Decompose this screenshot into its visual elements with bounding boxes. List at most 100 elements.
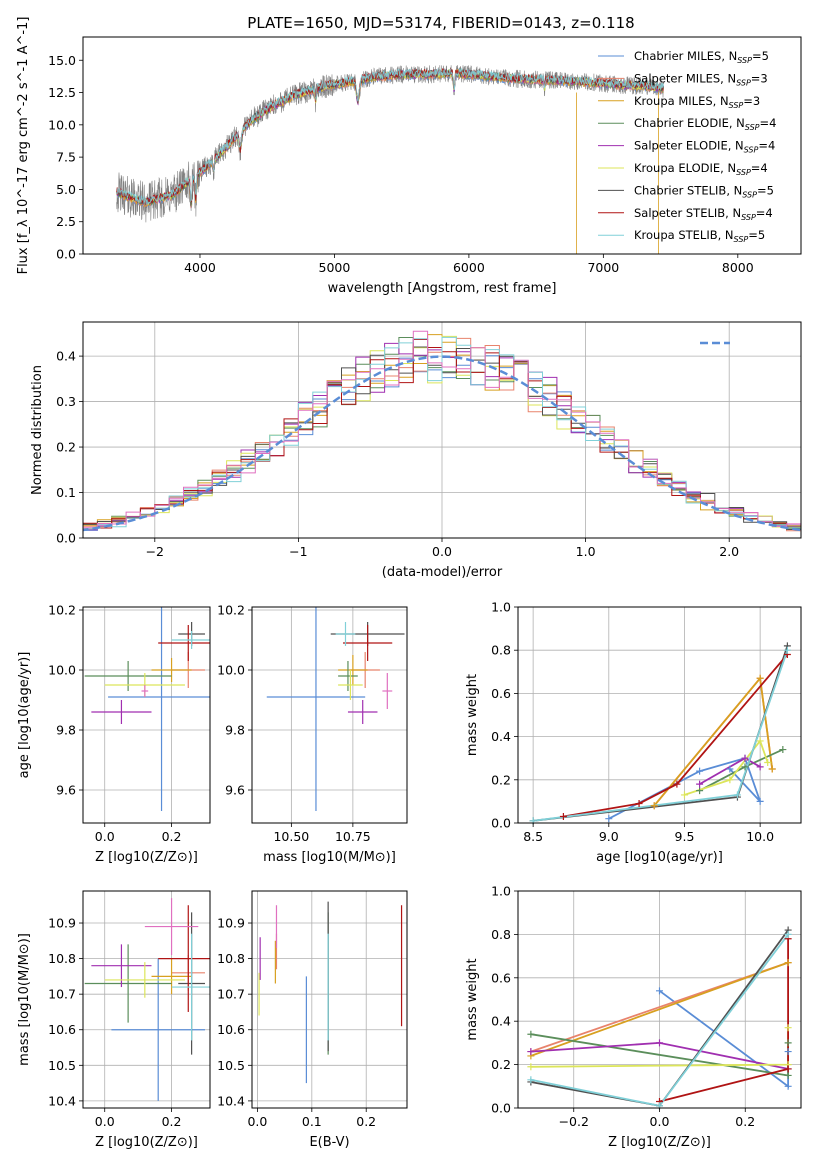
weight-marker [527, 1048, 535, 1056]
y-tick-label: 0.2 [491, 1057, 511, 1072]
weight-marker [696, 780, 704, 788]
y-tick-label: 0.1 [56, 485, 76, 500]
weight-marker [726, 765, 734, 773]
y-tick-label: 0.2 [491, 772, 511, 787]
y-tick-label: 0.8 [491, 927, 511, 942]
weight-marker [784, 930, 792, 938]
y-tick-label: 10.5 [217, 1058, 245, 1073]
plot-area [258, 901, 403, 1084]
plot-area [116, 65, 665, 254]
weight-marker [527, 1076, 535, 1084]
y-axis-label: mass [log10(M/M⊙)] [17, 933, 32, 1066]
y-tick-label: 10.5 [48, 1058, 76, 1073]
weight-marker [696, 767, 704, 775]
y-axis-label: Flux [f_λ 10^-17 erg cm^-2 s^-1 A^-1] [16, 17, 31, 275]
y-axis-label: mass weight [465, 674, 480, 756]
weight-marker [783, 646, 791, 654]
y-tick-label: 0.3 [56, 394, 76, 409]
weight-marker [768, 765, 776, 773]
legend-label: Kroupa ELODIE, NSSP=4 [634, 161, 768, 177]
x-tick-label: 10.50 [273, 829, 309, 844]
weight-marker [605, 815, 613, 823]
x-tick-label: 0.0 [247, 1114, 267, 1129]
y-tick-label: 10.7 [217, 987, 245, 1002]
axes-frame [251, 606, 408, 824]
model-spectrum-line [116, 67, 664, 206]
x-tick-label: 7000 [587, 260, 619, 275]
y-tick-label: 0.0 [56, 247, 76, 262]
y-tick-label: 10.0 [48, 663, 76, 678]
weight-marker [784, 1071, 792, 1079]
weight-marker [756, 737, 764, 745]
chart-panel-7: 0.0 0.1 0.2 10.4 10.5 10.6 10.7 10.8 10.9 E(B-V) [217, 890, 408, 1150]
x-tick-label: 0.2 [735, 1114, 755, 1129]
y-tick-label: 0.6 [491, 686, 511, 701]
weight-marker [656, 987, 663, 995]
chart-panel-8: −0.2 0.0 0.2 0.0 0.2 0.4 0.6 0.8 1.0 Z [log10(Z/Z… [465, 884, 802, 1150]
y-tick-label: 10.2 [48, 603, 76, 618]
x-axis-label: Z [log10(Z/Z⊙)] [95, 850, 198, 865]
x-tick-label: 0.0 [95, 829, 115, 844]
weight-marker [784, 1065, 792, 1073]
chart-panel-4: 10.50 10.75 9.6 9.8 10.0 10.2 mass [log10(M/M⊙… [217, 603, 408, 865]
y-tick-label: 9.6 [56, 783, 76, 798]
chart-panel-6: 0.0 0.2 10.4 10.5 10.6 10.7 10.8 10.9 Z [log10(Z… [17, 890, 211, 1150]
weight-marker [784, 1039, 792, 1047]
x-tick-label: 0.2 [162, 829, 182, 844]
x-tick-label: 1.0 [576, 544, 596, 559]
legend-label: Salpeter STELIB, NSSP=4 [634, 206, 773, 222]
y-tick-label: 0.0 [491, 1101, 511, 1116]
plot-area [84, 898, 210, 1101]
x-tick-label: 9.5 [675, 829, 695, 844]
weight-marker [779, 746, 787, 754]
x-axis-label: age [log10(age/yr)] [596, 850, 723, 865]
axes-frame [82, 890, 211, 1109]
plot-area [266, 607, 405, 811]
y-tick-label: 1.0 [491, 600, 511, 615]
y-tick-label: 2.5 [56, 214, 76, 229]
weight-marker [764, 759, 772, 767]
y-tick-label: 0.4 [56, 349, 76, 364]
y-tick-label: 0.4 [491, 729, 511, 744]
chart-panel-3: 0.0 0.2 9.6 9.8 10.0 10.2 Z [log10(Z/Z⊙)] age [… [17, 603, 211, 865]
x-tick-label: 4000 [184, 260, 216, 275]
y-tick-label: 9.8 [56, 723, 76, 738]
y-tick-label: 0.0 [491, 816, 511, 831]
y-tick-label: 0.6 [491, 970, 511, 985]
chart-panel-2: −2 −1 0.0 1.0 2.0 0.0 0.1 0.2 0.3 0.4 (data-model)… [30, 321, 802, 580]
x-axis-label: Z [log10(Z/Z⊙)] [608, 1135, 711, 1150]
x-tick-label: 9.0 [599, 829, 619, 844]
y-tick-label: 10.0 [48, 117, 76, 132]
weight-marker [784, 959, 792, 967]
legend-label: Chabrier ELODIE, NSSP=4 [634, 116, 776, 132]
x-tick-label: 6000 [453, 260, 485, 275]
y-tick-label: 7.5 [56, 150, 76, 165]
x-tick-label: 8000 [722, 260, 754, 275]
y-tick-label: 10.4 [217, 1093, 245, 1108]
y-tick-label: 9.6 [225, 783, 245, 798]
legend-label: Salpeter ELODIE, NSSP=4 [634, 139, 775, 155]
x-tick-label: 0.0 [95, 1114, 115, 1129]
weight-marker [527, 1063, 535, 1071]
axes-frame [82, 36, 802, 255]
weight-marker [733, 791, 741, 799]
weight-marker [680, 791, 688, 799]
y-tick-label: 9.8 [225, 723, 245, 738]
legend-label: Kroupa STELIB, NSSP=5 [634, 228, 765, 244]
y-tick-label: 10.6 [217, 1022, 245, 1037]
legend-label: Chabrier STELIB, NSSP=5 [634, 183, 774, 199]
histogram-step [83, 330, 801, 532]
y-tick-label: 10.0 [217, 663, 245, 678]
weight-marker [756, 674, 764, 682]
chart-layer: Chabrier MILES, NSSP=5 Salpeter MILES, NS… [16, 17, 802, 1150]
weight-marker [726, 776, 734, 784]
y-axis-label: mass weight [465, 958, 480, 1040]
x-axis-label: (data-model)/error [382, 565, 503, 580]
y-tick-label: 15.0 [48, 53, 76, 68]
y-tick-label: 0.2 [56, 440, 76, 455]
weight-marker [696, 787, 704, 795]
x-axis-label: Z [log10(Z/Z⊙)] [95, 1135, 198, 1150]
weight-marker [756, 797, 764, 805]
plot-area [84, 607, 210, 811]
